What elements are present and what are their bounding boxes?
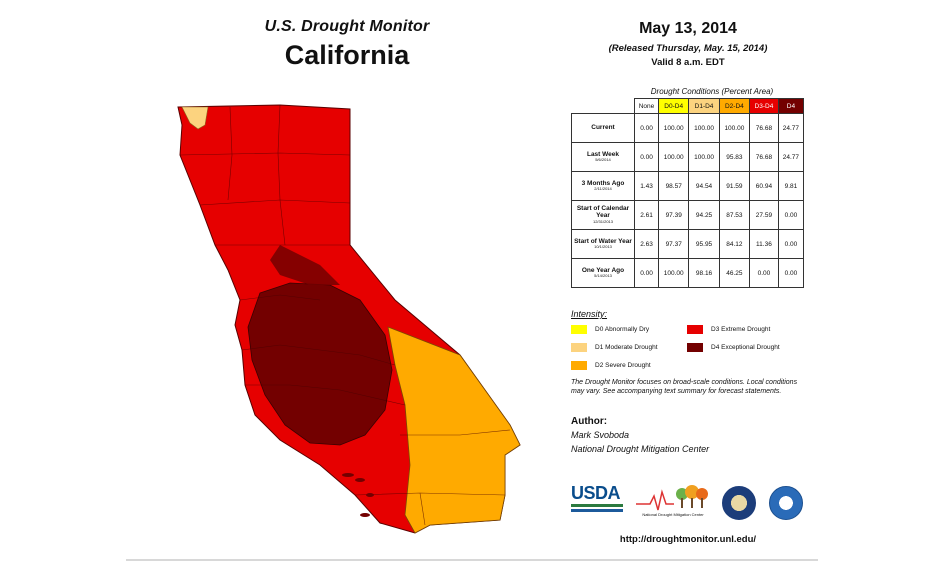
table-header-row: None D0-D4 D1-D4 D2-D4 D3-D4 D4 <box>571 98 805 114</box>
col-d4: D4 <box>777 98 805 114</box>
forecast-note: The Drought Monitor focuses on broad-sca… <box>571 379 798 395</box>
website-url[interactable]: http://droughtmonitor.unl.edu/ <box>619 534 757 545</box>
table-row: Current 0.00 100.00 100.00 100.00 76.68 … <box>571 113 805 143</box>
author-org: National Drought Mitigation Center <box>571 444 710 454</box>
row-label: Start of Calendar Year 12/31/2013 <box>571 200 635 230</box>
table-cell: 100.00 <box>688 142 720 172</box>
table-cell: 100.00 <box>688 113 720 143</box>
table-cell: 91.59 <box>718 171 751 201</box>
table-row: Start of Water Year 10/1/2013 2.63 97.37 … <box>571 229 805 259</box>
author-label: Author: <box>571 416 608 427</box>
table-cell: 11.36 <box>749 229 779 259</box>
table-row: One Year Ago 5/14/2013 0.00 100.00 98.16 … <box>571 258 805 288</box>
col-none: None <box>633 98 660 114</box>
legend-label: D2 Severe Drought <box>595 362 651 369</box>
table-cell: 94.25 <box>688 200 720 230</box>
legend-swatch <box>571 361 587 370</box>
table-cell: 0.00 <box>777 258 805 288</box>
legend-label: D4 Exceptional Drought <box>711 344 780 351</box>
legend-item-d2: D2 Severe Drought <box>571 361 651 370</box>
table-cell: 98.57 <box>658 171 690 201</box>
table-cell: 0.00 <box>777 229 805 259</box>
table-cell: 0.00 <box>749 258 779 288</box>
table-row: Last Week 5/6/2014 0.00 100.00 100.00 95.… <box>571 142 805 172</box>
table-cell: 100.00 <box>658 142 690 172</box>
ndmc-tree-icon <box>636 485 708 511</box>
row-label: One Year Ago 5/14/2013 <box>571 258 635 288</box>
d4-north-strip <box>270 245 340 285</box>
table-cell: 76.68 <box>749 113 779 143</box>
author-name: Mark Svoboda <box>571 430 630 440</box>
monitor-title: U.S. Drought Monitor <box>264 18 430 35</box>
table-cell: 98.16 <box>688 258 720 288</box>
table-cell: 100.00 <box>658 258 690 288</box>
table-cell: 97.39 <box>658 200 690 230</box>
col-d0-d4: D0-D4 <box>658 98 690 114</box>
d4-exceptional-area <box>247 282 393 446</box>
legend-item-d0: D0 Abnormally Dry <box>571 325 649 334</box>
table-cell: 1.43 <box>633 171 660 201</box>
row-label: Current <box>571 113 635 143</box>
table-cell: 24.77 <box>777 113 805 143</box>
table-caption: Drought Conditions (Percent Area) <box>650 87 774 96</box>
table-cell: 100.00 <box>718 113 751 143</box>
california-drought-map <box>177 104 521 534</box>
valid-time: Valid 8 a.m. EDT <box>651 57 725 68</box>
legend-swatch <box>687 343 703 352</box>
table-cell: 95.83 <box>718 142 751 172</box>
table-cell: 24.77 <box>777 142 805 172</box>
legend-item-d3: D3 Extreme Drought <box>687 325 770 334</box>
table-cell: 76.68 <box>749 142 779 172</box>
table-cell: 0.00 <box>777 200 805 230</box>
table-cell: 0.00 <box>633 258 660 288</box>
ndmc-logo: National Drought Mitigation Center <box>634 484 712 522</box>
channel-islands <box>342 473 374 517</box>
col-d2-d4: D2-D4 <box>718 98 751 114</box>
row-label: 3 Months Ago 2/11/2014 <box>571 171 635 201</box>
legend-swatch <box>687 325 703 334</box>
table-cell: 0.00 <box>633 142 660 172</box>
map-date: May 13, 2014 <box>639 20 737 37</box>
table-cell: 100.00 <box>658 113 690 143</box>
table-cell: 9.81 <box>777 171 805 201</box>
table-cell: 0.00 <box>633 113 660 143</box>
legend-label: D0 Abnormally Dry <box>595 326 650 333</box>
header-corner <box>571 98 635 114</box>
col-d3-d4: D3-D4 <box>749 98 779 114</box>
table-cell: 94.54 <box>688 171 720 201</box>
usda-logo: USDA <box>571 484 623 520</box>
row-label: Last Week 5/6/2014 <box>571 142 635 172</box>
d1-moderate-area <box>181 106 209 130</box>
region-title: California <box>284 40 410 70</box>
noaa-logo-icon <box>769 486 803 520</box>
release-note: (Released Thursday, May. 15, 2014) <box>608 43 768 54</box>
table-row: 3 Months Ago 2/11/2014 1.43 98.57 94.54 9… <box>571 171 805 201</box>
legend-label: D1 Moderate Drought <box>595 344 658 351</box>
legend-item-d4: D4 Exceptional Drought <box>687 343 780 352</box>
legend-title: Intensity: <box>571 309 608 319</box>
drought-conditions-table: None D0-D4 D1-D4 D2-D4 D3-D4 D4 Current … <box>571 98 805 288</box>
bottom-divider <box>126 559 818 561</box>
table-cell: 60.94 <box>749 171 779 201</box>
row-label: Start of Water Year 10/1/2013 <box>571 229 635 259</box>
table-cell: 46.25 <box>718 258 751 288</box>
county-lines <box>179 104 511 526</box>
legend-item-d1: D1 Moderate Drought <box>571 343 658 352</box>
table-cell: 2.63 <box>633 229 660 259</box>
commerce-seal-icon <box>722 486 756 520</box>
legend-swatch <box>571 325 587 334</box>
table-cell: 97.37 <box>658 229 690 259</box>
table-cell: 84.12 <box>718 229 751 259</box>
table-row: Start of Calendar Year 12/31/2013 2.61 97… <box>571 200 805 230</box>
table-cell: 27.59 <box>749 200 779 230</box>
legend-swatch <box>571 343 587 352</box>
table-cell: 95.95 <box>688 229 720 259</box>
legend-label: D3 Extreme Drought <box>711 326 771 333</box>
col-d1-d4: D1-D4 <box>688 98 720 114</box>
table-cell: 2.61 <box>633 200 660 230</box>
d2-severe-area <box>387 326 521 534</box>
table-cell: 87.53 <box>718 200 751 230</box>
